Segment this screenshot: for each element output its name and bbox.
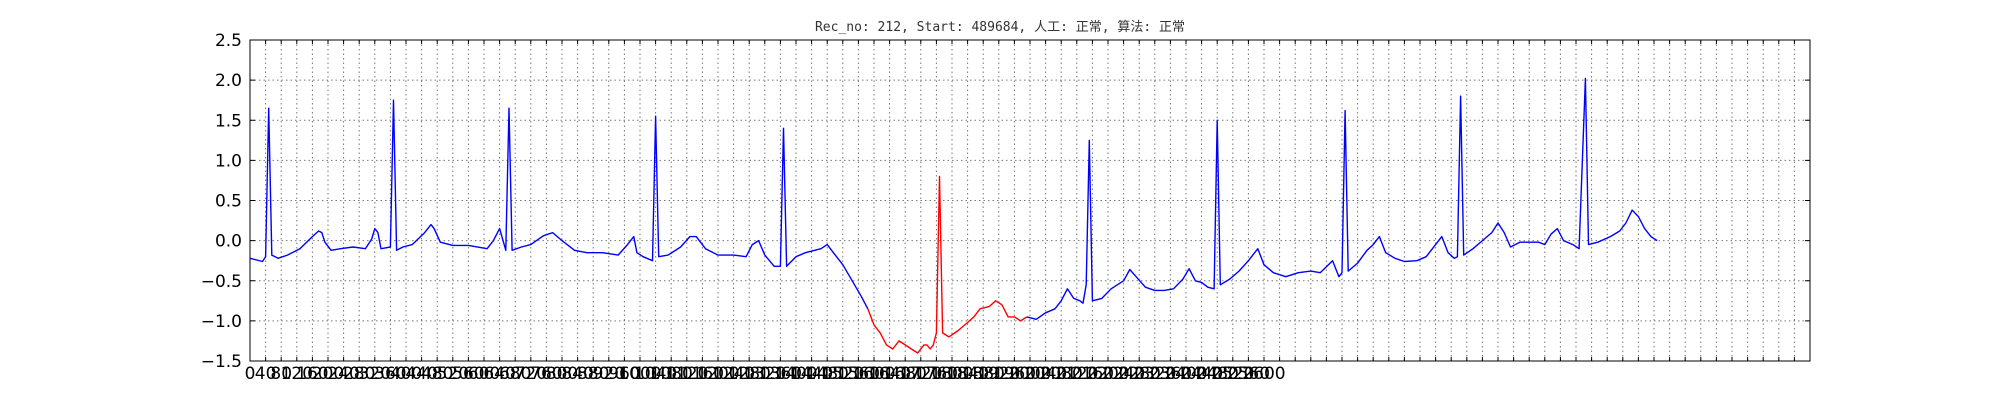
x-tick-label: 1640 xyxy=(868,364,911,384)
chart-title: Rec_no: 212, Start: 489684, 人工: 正常, 算法: … xyxy=(814,20,1186,35)
x-tick-label: 600 xyxy=(468,364,500,384)
x-tick-label: 2360 xyxy=(1149,364,1192,384)
x-tick-label: 440 xyxy=(405,364,437,384)
x-tick-label: 2080 xyxy=(1040,364,1083,384)
y-tick-labels: −1.5 −1.0 −0.5 0.0 0.5 1.0 1.5 2.0 2.5 xyxy=(201,31,242,372)
x-tick-label: 1240 xyxy=(712,364,755,384)
x-tick-label: 2120 xyxy=(1055,364,1098,384)
x-tick-label: 1760 xyxy=(915,364,958,384)
x-tick-label: 1000 xyxy=(618,364,661,384)
x-tick-label: 1440 xyxy=(790,364,833,384)
x-tick-label: 1320 xyxy=(743,364,786,384)
x-tick-label: 320 xyxy=(359,364,391,384)
x-tick-label: 840 xyxy=(561,364,593,384)
x-tick-label: 2280 xyxy=(1118,364,1161,384)
x-tick-label: 1200 xyxy=(696,364,739,384)
x-tick-label: 640 xyxy=(483,364,515,384)
x-tick-label: 2600 xyxy=(1242,364,1285,384)
x-tick-label: 2200 xyxy=(1086,364,1129,384)
x-tick-label: 2040 xyxy=(1024,364,1067,384)
x-tick-label: 40 xyxy=(255,364,277,384)
x-tick-label: 2320 xyxy=(1133,364,1176,384)
x-tick-label: 2560 xyxy=(1227,364,1270,384)
x-tick-label: 560 xyxy=(452,364,484,384)
x-tick-label: 680 xyxy=(499,364,531,384)
ecg-series-line-0 xyxy=(249,99,869,310)
x-tick-label: 0 xyxy=(245,364,256,384)
x-tick-label: 1080 xyxy=(650,364,693,384)
x-tick-label: 1680 xyxy=(884,364,927,384)
x-tick-label: 1400 xyxy=(774,364,817,384)
x-tick-label: 2400 xyxy=(1164,364,1207,384)
x-tick-label: 1840 xyxy=(946,364,989,384)
x-tick-label: 2000 xyxy=(1008,364,1051,384)
x-tick-label: 1720 xyxy=(899,364,942,384)
x-tick-label: 1600 xyxy=(852,364,895,384)
x-tick-label: 400 xyxy=(390,364,422,384)
x-tick-labels: 0 408012016020024028032036040044048052056… xyxy=(245,364,1286,384)
x-tick-label: 80 xyxy=(270,364,292,384)
x-tick-label: 240 xyxy=(327,364,359,384)
x-tick-label: 120 xyxy=(281,364,313,384)
x-tick-label: 360 xyxy=(374,364,406,384)
x-tick-label: 1800 xyxy=(930,364,973,384)
x-tick-label: 1920 xyxy=(977,364,1020,384)
ecg-series-line-2 xyxy=(1026,77,1658,320)
x-tick-label: 800 xyxy=(546,364,578,384)
x-tick-label: 160 xyxy=(296,364,328,384)
x-tick-label: 1120 xyxy=(665,364,708,384)
x-tick-label: 960 xyxy=(608,364,640,384)
x-tick-label: 1160 xyxy=(681,364,724,384)
y-tick-label: 2.0 xyxy=(215,71,242,91)
y-tick-label: 0.0 xyxy=(215,232,242,252)
x-tick-label: 760 xyxy=(530,364,562,384)
x-tick-label: 2240 xyxy=(1102,364,1145,384)
x-tick-label: 520 xyxy=(437,364,469,384)
y-tick-label: 2.5 xyxy=(215,31,242,51)
y-tick-label: −1.0 xyxy=(201,312,242,332)
y-tick-label: 1.0 xyxy=(215,151,242,171)
x-tick-label: 480 xyxy=(421,364,453,384)
x-tick-label: 1520 xyxy=(821,364,864,384)
ecg-series-line-1 xyxy=(867,175,1028,354)
y-tick-label: −0.5 xyxy=(201,272,242,292)
x-tick-label: 1360 xyxy=(759,364,802,384)
x-tick-label: 920 xyxy=(593,364,625,384)
x-tick-label: 1560 xyxy=(837,364,880,384)
x-tick-label: 2160 xyxy=(1071,364,1114,384)
x-tick-label: 2440 xyxy=(1180,364,1223,384)
x-tick-label: 1480 xyxy=(806,364,849,384)
y-tick-label: 1.5 xyxy=(215,111,242,131)
x-tick-label: 1040 xyxy=(634,364,677,384)
x-tick-label: 2520 xyxy=(1211,364,1254,384)
x-tick-label: 200 xyxy=(312,364,344,384)
ticks xyxy=(249,39,1811,362)
y-tick-label: 0.5 xyxy=(215,192,242,212)
x-tick-label: 280 xyxy=(343,364,375,384)
grid xyxy=(250,40,1810,361)
y-tick-label: −1.5 xyxy=(201,352,242,372)
x-tick-label: 2480 xyxy=(1196,364,1239,384)
series-group xyxy=(249,77,1658,354)
x-tick-label: 1280 xyxy=(728,364,771,384)
x-tick-label: 1960 xyxy=(993,364,1036,384)
x-tick-label: 1880 xyxy=(962,364,1005,384)
x-tick-label: 880 xyxy=(577,364,609,384)
x-tick-label: 720 xyxy=(515,364,547,384)
